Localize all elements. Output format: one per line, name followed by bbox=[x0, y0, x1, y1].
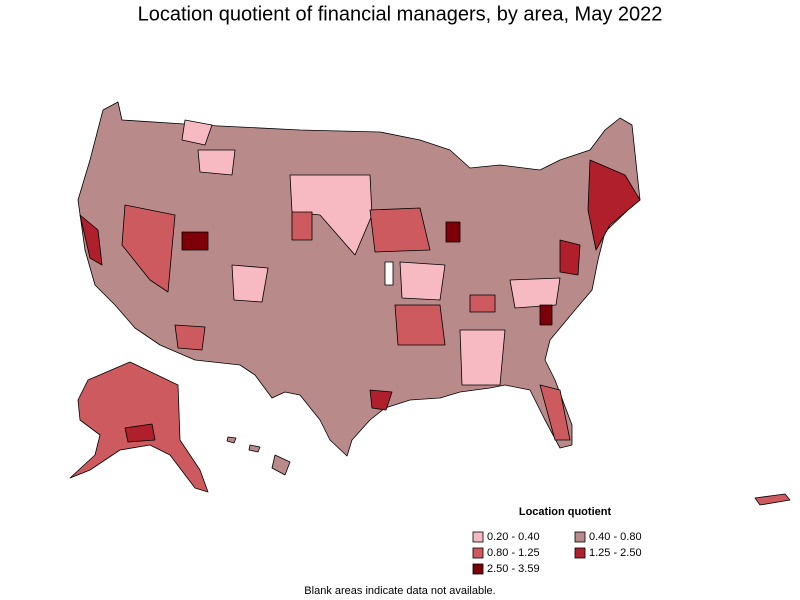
map bbox=[69, 101, 791, 506]
region bbox=[469, 294, 496, 313]
region bbox=[539, 304, 553, 326]
region bbox=[181, 119, 213, 146]
region bbox=[539, 384, 571, 441]
region bbox=[394, 304, 446, 346]
map-title: Location quotient of financial managers,… bbox=[138, 3, 663, 25]
region bbox=[369, 207, 431, 253]
legend-title: Location quotient bbox=[519, 506, 612, 518]
legend-label: 1.25 - 2.50 bbox=[589, 547, 642, 559]
region bbox=[248, 444, 261, 453]
region bbox=[754, 493, 791, 506]
region bbox=[174, 324, 206, 351]
region bbox=[587, 159, 641, 251]
legend-label: 0.40 - 0.80 bbox=[589, 531, 642, 543]
region bbox=[445, 221, 461, 243]
region bbox=[459, 329, 506, 386]
legend-swatch bbox=[574, 531, 586, 543]
region bbox=[399, 261, 446, 301]
region bbox=[79, 214, 103, 266]
region bbox=[231, 264, 269, 303]
legend-swatch bbox=[472, 563, 484, 575]
legend-swatch bbox=[472, 531, 484, 543]
region bbox=[271, 454, 291, 476]
region bbox=[369, 389, 393, 411]
region bbox=[121, 204, 176, 293]
region bbox=[124, 423, 156, 443]
legend-label: 0.80 - 1.25 bbox=[487, 547, 540, 559]
legend-swatch bbox=[574, 547, 586, 559]
legend-label: 2.50 - 3.59 bbox=[487, 563, 540, 575]
blank-area bbox=[384, 261, 394, 286]
legend-label: 0.20 - 0.40 bbox=[487, 531, 540, 543]
legend: Location quotient 0.20 - 0.40 0.40 - 0.80… bbox=[472, 506, 642, 575]
region bbox=[197, 149, 236, 176]
region bbox=[559, 239, 581, 276]
region bbox=[291, 211, 313, 241]
legend-swatch bbox=[472, 547, 484, 559]
region bbox=[181, 231, 209, 251]
note: Blank areas indicate data not available. bbox=[304, 585, 495, 597]
region bbox=[509, 277, 561, 309]
region bbox=[226, 436, 237, 444]
